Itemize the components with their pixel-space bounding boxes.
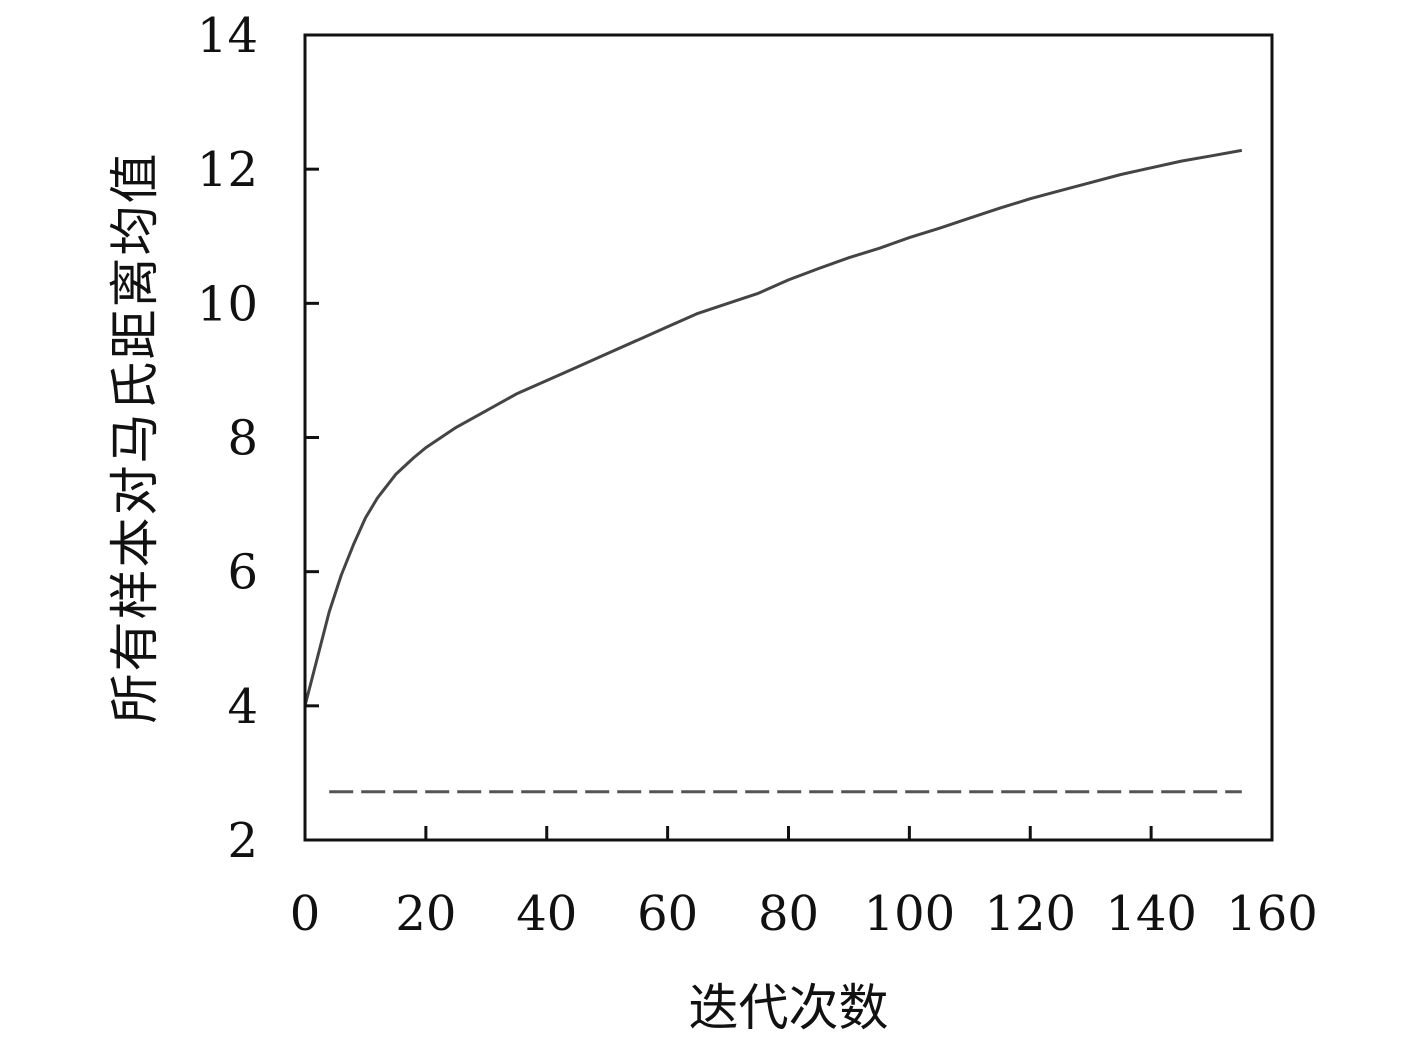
x-tick-label: 100 [864, 886, 956, 942]
x-tick-label: 80 [758, 886, 819, 942]
solid-series-line [303, 148, 1243, 707]
x-tick-label: 120 [984, 886, 1076, 942]
x-tick-label: 140 [1105, 886, 1197, 942]
x-tick-label: 20 [395, 886, 456, 942]
y-tick-label: 10 [197, 276, 258, 332]
x-tick-label: 160 [1226, 886, 1318, 942]
x-tick-label: 40 [516, 886, 577, 942]
plot-marks [303, 148, 1243, 794]
y-axis-title: 所有样本对马氏距离均值 [106, 152, 164, 724]
x-tick-label: 60 [637, 886, 698, 942]
y-tick-label: 14 [197, 8, 258, 64]
x-tick-label: 0 [290, 886, 321, 942]
y-tick-label: 2 [227, 813, 258, 869]
plot-frame [303, 33, 1274, 842]
y-tick-label: 6 [227, 545, 258, 601]
y-tick-label: 4 [227, 679, 258, 735]
x-axis-title: 迭代次数 [689, 979, 889, 1037]
y-tick-label: 8 [227, 411, 258, 467]
axis-ticks: 0 20 40 60 80 100 120 140 160 2 4 6 8 10 12 14 [197, 8, 1318, 942]
y-tick-label: 12 [197, 142, 258, 198]
